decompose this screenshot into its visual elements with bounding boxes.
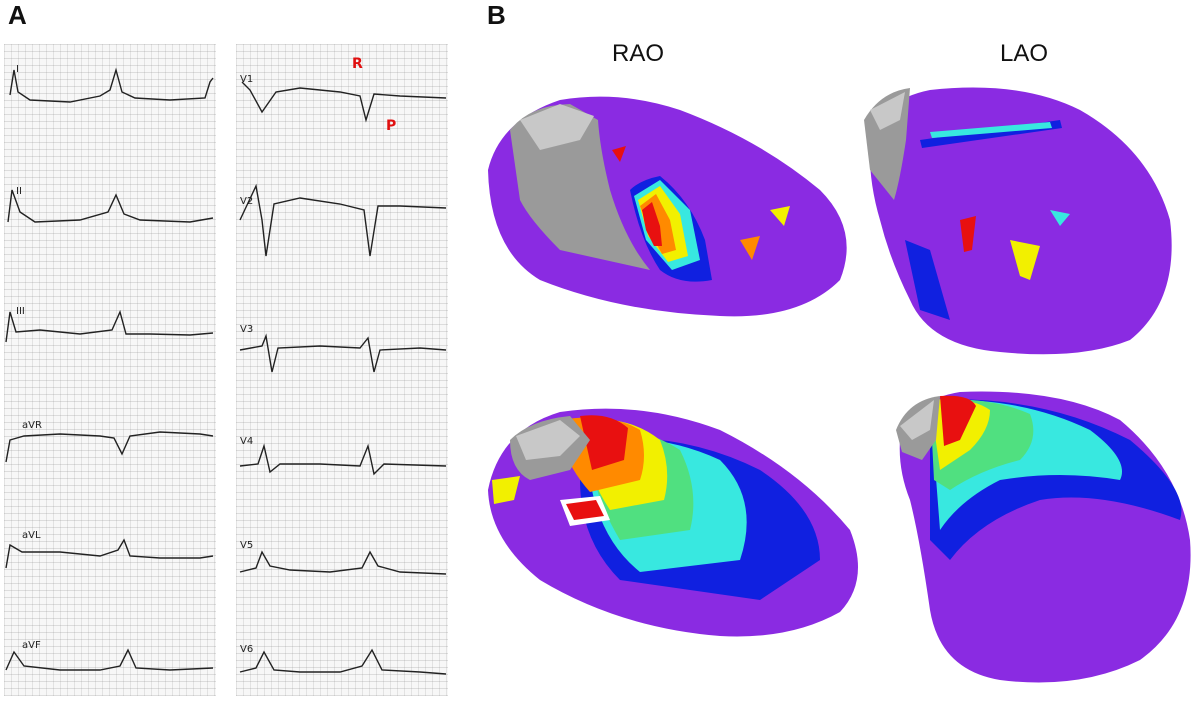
lead-label-avl: aVL [22,530,41,541]
trace-avr [5,431,214,463]
map-lao-top [864,87,1172,355]
lead-label-v1: V1 [240,74,254,85]
trace-v5 [239,550,447,575]
map-rao-top [488,96,847,317]
panel-label-b: B [487,0,506,30]
map-lao-bottom [896,391,1191,683]
lead-label-ii: II [16,186,22,197]
marker-r: R [352,56,363,72]
trace-iii [5,309,214,343]
lead-label-v5: V5 [240,540,254,551]
trace-avf [5,648,214,671]
lead-label-v3: V3 [240,324,254,335]
trace-v6 [239,648,447,675]
lead-label-avf: aVF [22,640,41,651]
trace-v4 [239,443,447,476]
trace-v2 [239,183,447,257]
view-label-rao: RAO [612,40,665,67]
marker-p: P [386,118,397,134]
trace-v1 [241,81,447,123]
trace-i [9,67,214,103]
view-label-lao: LAO [1000,40,1049,67]
trace-ii [7,189,214,223]
trace-avl [5,538,214,569]
lead-label-v2: V2 [240,196,254,207]
ecg-limb-leads-column [4,44,216,696]
panel-label-a: A [8,0,27,30]
lead-label-v6: V6 [240,644,254,655]
lead-label-i: I [16,64,19,75]
lead-label-iii: III [16,306,25,317]
map-rao-bottom [488,408,858,637]
trace-v3 [239,333,447,373]
lead-label-v4: V4 [240,436,254,447]
lead-label-avr: aVR [22,420,42,431]
